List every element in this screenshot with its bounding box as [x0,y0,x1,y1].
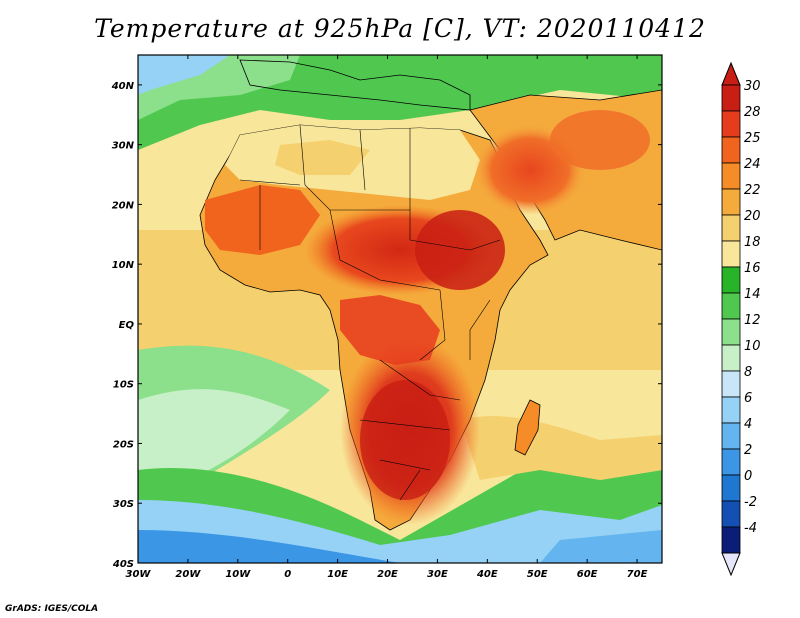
lat-tick-label: 40S [112,559,134,570]
lon-tick-label: 30E [427,569,448,580]
congo-basin-zone [340,295,440,365]
grads-credit: GrADS: IGES/COLA [5,604,99,614]
colorbar-swatch [721,344,741,372]
longitude-axis: 30W 20W 10W 0 10E 20E 30E 40E 50E 60E 70E [126,55,648,580]
colorbar-label: 25 [744,131,761,146]
southern-ocean-east-zone [540,530,662,563]
lon-tick-label: 50E [527,569,548,580]
lat-tick-label: 10N [112,260,135,271]
colorbar-swatch [721,500,741,528]
colorbar-swatch [721,110,741,138]
colorbar-label: 16 [744,261,761,276]
colorbar-swatch [721,448,741,476]
colorbar-swatch [721,370,741,398]
sudan-hot-core [415,210,505,290]
lat-tick-label: EQ [119,320,135,331]
colorbar-top-arrow [721,61,741,86]
latitude-axis: 40N 30N 20N 10N EQ 10S 20S 30S 40S [111,81,662,570]
lon-tick-label: 30W [126,569,152,580]
country-borders [239,124,501,501]
southern-africa-hot-core [360,380,450,500]
colorbar-label: 14 [744,287,761,302]
colorbar-label: 20 [744,209,761,224]
colorbar-swatch [721,292,741,320]
lon-tick-label: 40E [476,569,498,580]
colorbar-swatch [721,136,741,164]
colorbar-bottom-arrow [721,552,741,577]
colorbar-swatch [721,188,741,216]
lon-tick-label: 70E [627,569,648,580]
colorbar-swatch [721,84,741,112]
iran-warm-zone [550,110,650,170]
colorbar-label: 6 [744,391,752,406]
colorbar-label: 28 [744,105,761,120]
lat-tick-label: 40N [111,81,135,92]
map-frame [137,54,663,564]
lon-tick-label: 0 [284,569,291,580]
lat-tick-label: 20N [112,200,135,211]
colorbar-swatch [721,266,741,294]
colorbar-swatch [721,526,741,554]
lon-tick-label: 10E [327,569,348,580]
colorbar-label: 4 [744,417,752,432]
colorbar-swatch [721,396,741,424]
central-sahara-zone [275,140,370,175]
colorbar-label: 2 [744,443,752,458]
map-title: Temperature at 925hPa [C], VT: 202011041… [94,14,706,43]
colorbar-swatch [721,422,741,450]
colorbar-swatch [721,474,741,502]
lon-tick-label: 60E [577,569,598,580]
lon-tick-label: 20W [175,569,201,580]
colorbar-swatch [721,214,741,242]
madagascar [514,399,541,456]
colorbar-label: -2 [744,495,757,510]
colorbar-label: 12 [744,313,761,328]
colorbar-swatch [721,240,741,268]
colorbar-label: 10 [744,339,761,354]
colorbar-label: 22 [744,183,761,198]
lon-tick-label: 20E [377,569,398,580]
lat-tick-label: 30N [112,141,135,152]
lat-tick-label: 20S [113,439,134,450]
colorbar-label: 18 [744,235,761,250]
north-atlantic-cool-zone [138,55,230,95]
lat-tick-label: 10S [113,380,134,391]
colorbar-label: 24 [744,157,761,172]
map-plot-area [138,55,662,563]
colorbar-label: 30 [744,79,761,94]
europe-coastline [239,59,471,111]
lat-tick-label: 30S [113,499,134,510]
colorbar-label: -4 [744,521,757,536]
colorbar-label: 0 [744,469,752,484]
lon-tick-label: 10W [225,569,251,580]
colorbar-label: 8 [744,365,752,380]
colorbar-swatch [721,318,741,346]
colorbar-swatch [721,162,741,190]
west-africa-hot-zone [205,185,320,255]
indian-ocean-warm-zone [460,416,662,480]
southern-ocean-cold-zone [138,530,400,563]
